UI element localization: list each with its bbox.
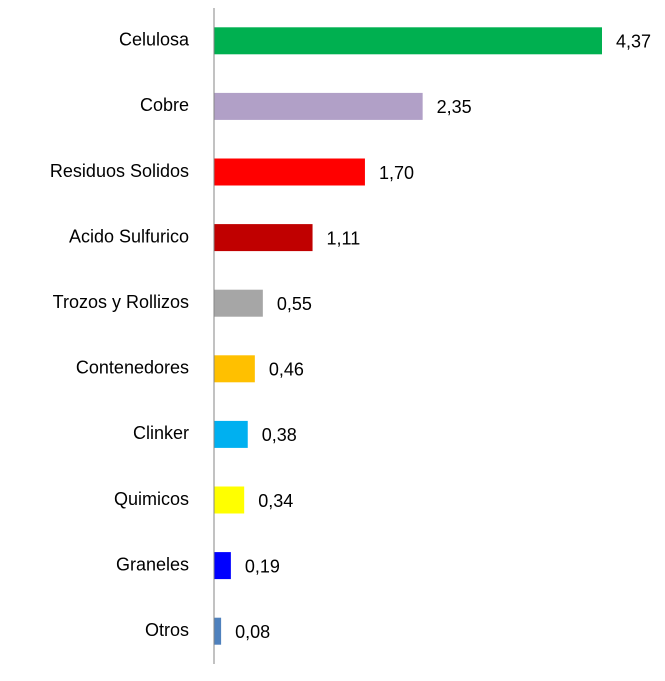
category-label: Celulosa — [119, 30, 190, 50]
bar — [214, 289, 263, 317]
value-label: 0,55 — [277, 294, 312, 314]
category-label: Acido Sulfurico — [69, 226, 189, 246]
value-label: 4,37 — [616, 32, 651, 52]
category-label: Residuos Solidos — [50, 161, 189, 181]
value-label: 0,38 — [262, 425, 297, 445]
category-label: Otros — [145, 620, 189, 640]
bar — [214, 158, 365, 186]
value-label: 0,19 — [245, 556, 280, 576]
bar — [214, 420, 248, 448]
category-label: Contenedores — [76, 358, 189, 378]
category-label: Clinker — [133, 423, 189, 443]
bar — [214, 224, 313, 252]
bar — [214, 552, 231, 580]
category-label: Trozos y Rollizos — [53, 292, 189, 312]
value-label: 1,70 — [379, 163, 414, 183]
bar — [214, 27, 602, 55]
value-label: 0,46 — [269, 360, 304, 380]
category-label: Graneles — [116, 554, 189, 574]
value-label: 1,11 — [327, 228, 361, 248]
category-label: Quimicos — [114, 489, 189, 509]
bar — [214, 355, 255, 383]
category-label: Cobre — [140, 95, 189, 115]
value-label: 0,34 — [258, 491, 293, 511]
value-label: 2,35 — [437, 97, 472, 117]
bar — [214, 486, 245, 514]
bar — [214, 92, 423, 120]
bar — [214, 617, 222, 645]
value-label: 0,08 — [235, 622, 270, 642]
